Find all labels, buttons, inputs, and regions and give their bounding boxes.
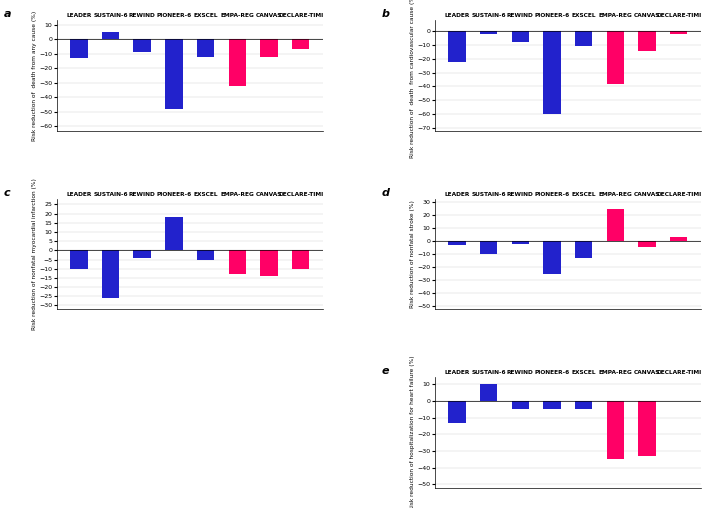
Bar <box>480 384 497 401</box>
Bar <box>575 31 593 47</box>
Bar <box>134 250 151 258</box>
Bar <box>639 401 656 456</box>
Bar <box>134 39 151 52</box>
Bar <box>165 217 183 250</box>
Bar <box>512 401 529 409</box>
Text: d: d <box>382 188 389 198</box>
Text: b: b <box>382 9 389 19</box>
Bar <box>197 39 215 56</box>
Bar <box>292 39 309 49</box>
Bar <box>607 401 624 459</box>
Bar <box>229 39 246 85</box>
Y-axis label: Risk reduction of  death  from cardiovascular cause (%): Risk reduction of death from cardiovascu… <box>410 0 415 157</box>
Bar <box>639 241 656 247</box>
Bar <box>448 31 466 61</box>
Bar <box>670 237 687 241</box>
Bar <box>543 401 561 409</box>
Bar <box>480 31 497 34</box>
Bar <box>70 39 88 58</box>
Bar <box>639 31 656 51</box>
Bar <box>165 39 183 109</box>
Y-axis label: Risk reduction of nonfatal myocardial infarction (%): Risk reduction of nonfatal myocardial in… <box>32 178 37 330</box>
Bar <box>512 31 529 42</box>
Y-axis label: Risk reduction of hospitalization for heart failure (%): Risk reduction of hospitalization for he… <box>410 355 415 508</box>
Y-axis label: Risk reduction of nonfatal stroke (%): Risk reduction of nonfatal stroke (%) <box>410 200 415 308</box>
Bar <box>480 241 497 254</box>
Text: c: c <box>4 188 10 198</box>
Bar <box>670 31 687 34</box>
Text: a: a <box>4 9 11 19</box>
Bar <box>197 250 215 260</box>
Bar <box>102 250 119 298</box>
Bar <box>448 241 466 245</box>
Bar <box>102 32 119 39</box>
Text: e: e <box>382 366 389 376</box>
Bar <box>607 31 624 84</box>
Bar <box>448 401 466 423</box>
Bar <box>543 241 561 274</box>
Bar <box>607 209 624 241</box>
Bar <box>512 241 529 243</box>
Bar <box>543 31 561 114</box>
Bar <box>229 250 246 274</box>
Bar <box>261 39 278 56</box>
Bar <box>292 250 309 269</box>
Y-axis label: Risk reduction of  death from any cause (%): Risk reduction of death from any cause (… <box>32 10 37 141</box>
Bar <box>575 241 593 258</box>
Bar <box>575 401 593 409</box>
Bar <box>261 250 278 276</box>
Bar <box>70 250 88 269</box>
